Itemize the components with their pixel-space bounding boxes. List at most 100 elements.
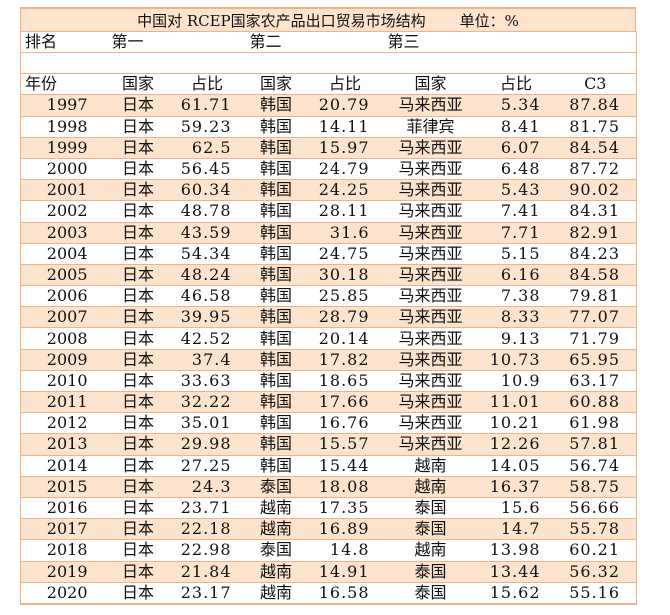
share-2-cell: 14.91 [306,560,384,583]
share-3-cell: 12.26 [477,433,555,456]
country-3-cell: 马来西亚 [383,327,478,350]
share-1-cell: 42.52 [168,327,246,350]
country-1-cell: 日本 [107,560,169,583]
share-1-cell: 56.45 [168,157,246,180]
table-row: 2020 日本 23.17 越南 16.58 泰国 15.62 55.16 [20,581,637,604]
year-cell: 2016 [20,496,108,519]
country-1-cell: 日本 [107,221,169,244]
share-3-cell: 16.37 [477,475,555,498]
header-country-1: 国家 [107,73,169,95]
country-2-cell: 韩国 [245,285,307,307]
share-1-cell: 23.71 [168,496,246,519]
rank-first: 第一 [107,30,246,53]
share-1-cell: 46.58 [168,285,246,307]
country-2-cell: 韩国 [245,179,307,201]
table-row: 2009 日本 37.4 韩国 17.82 马来西亚 10.73 65.95 [20,348,637,371]
country-3-cell: 越南 [383,454,478,477]
country-1-cell: 日本 [107,306,169,328]
share-1-cell: 35.01 [168,412,246,434]
share-1-cell: 29.98 [168,433,246,456]
c3-cell: 84.23 [554,242,637,265]
country-1-cell: 日本 [107,242,169,265]
share-2-cell: 14.8 [306,539,384,561]
year-cell: 2010 [20,369,108,392]
country-1-cell: 日本 [107,433,169,456]
country-1-cell: 日本 [107,348,169,371]
year-cell: 2002 [20,200,108,222]
header-share-3: 占比 [477,73,555,95]
country-1-cell: 日本 [107,539,169,561]
rank-header-row: 排名 第一 第二 第三 [20,30,637,53]
c3-cell: 82.91 [554,221,637,244]
year-cell: 2008 [20,327,108,350]
table-row: 2011 日本 32.22 韩国 17.66 马来西亚 11.01 60.88 [20,390,637,413]
c3-cell: 56.32 [554,560,637,583]
share-3-cell: 10.9 [477,369,555,392]
table-row: 2002 日本 48.78 韩国 28.11 马来西亚 7.41 84.31 [20,200,637,222]
table-row: 1997 日本 61.71 韩国 20.79 马来西亚 5.34 87.84 [20,94,637,117]
share-1-cell: 48.24 [168,263,246,286]
year-cell: 2011 [20,390,108,413]
share-2-cell: 24.75 [306,242,384,265]
header-share-2: 占比 [306,73,384,95]
country-2-cell: 韩国 [245,136,307,159]
table-row: 2018 日本 22.98 泰国 14.8 越南 13.98 60.21 [20,539,637,561]
country-3-cell: 马来西亚 [383,348,478,371]
country-1-cell: 日本 [107,412,169,434]
share-2-cell: 28.11 [306,200,384,222]
c3-cell: 79.81 [554,285,637,307]
share-2-cell: 17.82 [306,348,384,371]
year-cell: 2004 [20,242,108,265]
share-2-cell: 17.66 [306,390,384,413]
header-c3: C3 [554,73,637,95]
year-cell: 2012 [20,412,108,434]
share-3-cell: 5.43 [477,179,555,201]
share-2-cell: 18.08 [306,475,384,498]
share-3-cell: 8.33 [477,306,555,328]
country-2-cell: 韩国 [245,390,307,413]
rank-third: 第三 [383,30,637,53]
blank-row [20,52,637,74]
country-1-cell: 日本 [107,200,169,222]
country-2-cell: 越南 [245,496,307,519]
table-row: 2008 日本 42.52 韩国 20.14 马来西亚 9.13 71.79 [20,327,637,350]
country-3-cell: 菲律宾 [383,115,478,138]
c3-cell: 84.58 [554,263,637,286]
table-row: 2012 日本 35.01 韩国 16.76 马来西亚 10.21 61.98 [20,412,637,434]
share-2-cell: 15.44 [306,454,384,477]
c3-cell: 77.07 [554,306,637,328]
country-2-cell: 越南 [245,560,307,583]
year-cell: 2001 [20,179,108,201]
year-cell: 2000 [20,157,108,180]
rank-second: 第二 [245,30,384,53]
share-2-cell: 15.97 [306,136,384,159]
share-3-cell: 13.98 [477,539,555,561]
country-1-cell: 日本 [107,136,169,159]
share-3-cell: 7.41 [477,200,555,222]
share-2-cell: 31.6 [306,221,384,244]
country-3-cell: 马来西亚 [383,263,478,286]
c3-cell: 58.75 [554,475,637,498]
table-row: 2001 日本 60.34 韩国 24.25 马来西亚 5.43 90.02 [20,179,637,201]
country-3-cell: 马来西亚 [383,285,478,307]
share-2-cell: 24.25 [306,179,384,201]
share-3-cell: 15.62 [477,581,555,604]
header-country-2: 国家 [245,73,307,95]
country-1-cell: 日本 [107,454,169,477]
country-1-cell: 日本 [107,263,169,286]
country-3-cell: 泰国 [383,581,478,604]
country-1-cell: 日本 [107,581,169,604]
c3-cell: 63.17 [554,369,637,392]
c3-cell: 71.79 [554,327,637,350]
year-cell: 2017 [20,518,108,540]
share-2-cell: 24.79 [306,157,384,180]
table-row: 2006 日本 46.58 韩国 25.85 马来西亚 7.38 79.81 [20,285,637,307]
share-3-cell: 6.16 [477,263,555,286]
country-1-cell: 日本 [107,390,169,413]
c3-cell: 60.88 [554,390,637,413]
c3-cell: 87.72 [554,157,637,180]
share-1-cell: 27.25 [168,454,246,477]
c3-cell: 56.66 [554,496,637,519]
table-row: 2014 日本 27.25 韩国 15.44 越南 14.05 56.74 [20,454,637,477]
share-1-cell: 39.95 [168,306,246,328]
